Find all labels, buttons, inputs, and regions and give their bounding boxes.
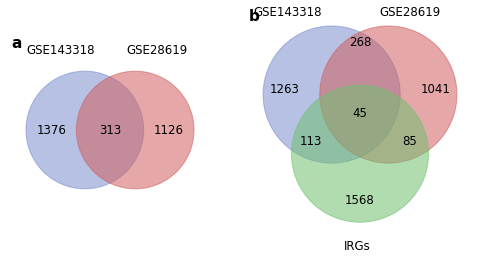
Circle shape <box>263 26 400 163</box>
Text: 1126: 1126 <box>154 124 184 136</box>
Circle shape <box>292 85 428 222</box>
Text: GSE28619: GSE28619 <box>127 43 188 56</box>
Text: 85: 85 <box>402 135 417 148</box>
Text: 45: 45 <box>352 107 368 120</box>
Text: b: b <box>249 9 260 24</box>
Text: 1376: 1376 <box>36 124 66 136</box>
Text: IRGs: IRGs <box>344 240 370 253</box>
Circle shape <box>26 71 144 189</box>
Text: GSE143318: GSE143318 <box>26 43 94 56</box>
Circle shape <box>320 26 457 163</box>
Text: GSE28619: GSE28619 <box>379 6 440 19</box>
Text: 1041: 1041 <box>420 83 450 96</box>
Text: a: a <box>12 36 22 50</box>
Text: 1568: 1568 <box>345 194 375 207</box>
Circle shape <box>76 71 194 189</box>
Text: 1263: 1263 <box>270 83 300 96</box>
Text: 268: 268 <box>349 36 371 49</box>
Text: GSE143318: GSE143318 <box>254 6 322 19</box>
Text: 113: 113 <box>299 135 322 148</box>
Text: 313: 313 <box>99 124 121 136</box>
